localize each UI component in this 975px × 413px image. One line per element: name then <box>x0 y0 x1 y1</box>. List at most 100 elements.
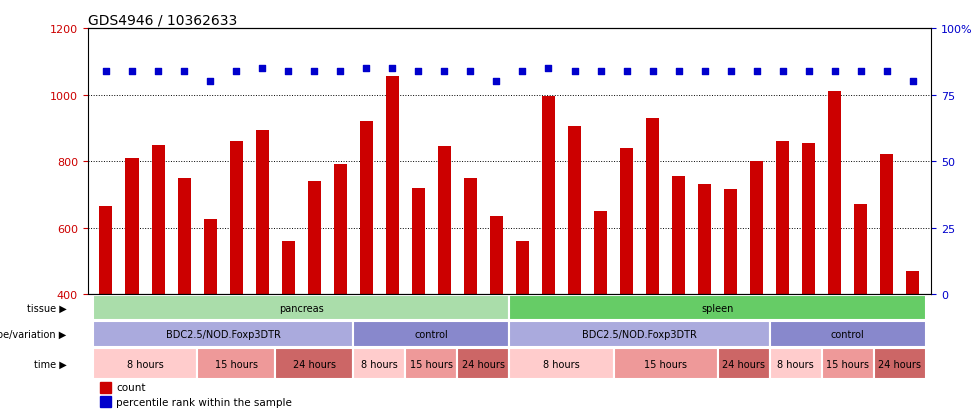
Bar <box>646 119 659 294</box>
Bar <box>100 382 111 393</box>
Bar <box>489 216 503 294</box>
Bar <box>769 349 822 379</box>
Point <box>281 68 296 75</box>
Bar <box>353 322 509 347</box>
Bar <box>100 396 111 407</box>
Bar <box>594 211 607 294</box>
Point <box>827 68 842 75</box>
Text: tissue ▶: tissue ▶ <box>27 303 66 313</box>
Bar <box>509 322 769 347</box>
Bar <box>93 295 509 320</box>
Bar <box>509 295 926 320</box>
Point <box>853 68 869 75</box>
Point <box>593 68 608 75</box>
Bar <box>620 149 633 294</box>
Bar <box>457 349 510 379</box>
Bar <box>802 143 815 294</box>
Text: 15 hours: 15 hours <box>644 359 687 369</box>
Point <box>332 68 348 75</box>
Point <box>775 68 791 75</box>
Text: spleen: spleen <box>701 303 734 313</box>
Text: 24 hours: 24 hours <box>878 359 921 369</box>
Point <box>462 68 478 75</box>
Bar <box>509 349 613 379</box>
Point <box>671 68 686 75</box>
Text: 15 hours: 15 hours <box>214 359 257 369</box>
Point <box>359 66 374 72</box>
Bar <box>411 188 425 294</box>
Bar <box>438 147 450 294</box>
Bar <box>718 349 769 379</box>
Bar <box>568 127 581 294</box>
Bar <box>750 162 763 294</box>
Text: 8 hours: 8 hours <box>361 359 398 369</box>
Point <box>202 79 217 85</box>
Bar <box>880 155 893 294</box>
Bar <box>230 142 243 294</box>
Point <box>619 68 635 75</box>
Point <box>644 68 660 75</box>
Text: time ▶: time ▶ <box>34 359 66 369</box>
Bar <box>360 122 372 294</box>
Text: BDC2.5/NOD.Foxp3DTR: BDC2.5/NOD.Foxp3DTR <box>582 330 697 339</box>
Text: 24 hours: 24 hours <box>722 359 765 369</box>
Bar <box>93 349 197 379</box>
Text: 8 hours: 8 hours <box>543 359 580 369</box>
Point <box>410 68 426 75</box>
Point <box>879 68 895 75</box>
Bar <box>542 97 555 294</box>
Bar <box>829 92 841 294</box>
Point <box>905 79 920 85</box>
Text: percentile rank within the sample: percentile rank within the sample <box>116 397 292 407</box>
Bar <box>874 349 926 379</box>
Point <box>566 68 582 75</box>
Point <box>98 68 114 75</box>
Text: 24 hours: 24 hours <box>292 359 335 369</box>
Point <box>176 68 192 75</box>
Text: 24 hours: 24 hours <box>462 359 505 369</box>
Bar <box>613 349 718 379</box>
Point <box>254 66 270 72</box>
Text: GDS4946 / 10362633: GDS4946 / 10362633 <box>88 14 237 28</box>
Bar <box>353 349 406 379</box>
Text: control: control <box>831 330 865 339</box>
Bar <box>822 349 874 379</box>
Text: 8 hours: 8 hours <box>777 359 814 369</box>
Bar <box>854 205 868 294</box>
Bar <box>769 322 926 347</box>
Bar <box>464 178 477 294</box>
Bar <box>406 349 457 379</box>
Bar <box>724 190 737 294</box>
Bar <box>93 322 353 347</box>
Bar <box>99 206 112 294</box>
Bar <box>672 177 685 294</box>
Bar <box>275 349 353 379</box>
Point <box>697 68 713 75</box>
Bar <box>126 159 138 294</box>
Bar <box>151 145 165 294</box>
Text: 15 hours: 15 hours <box>827 359 870 369</box>
Text: 8 hours: 8 hours <box>127 359 164 369</box>
Point <box>228 68 244 75</box>
Bar <box>177 178 190 294</box>
Point <box>384 66 400 72</box>
Point <box>515 68 530 75</box>
Text: BDC2.5/NOD.Foxp3DTR: BDC2.5/NOD.Foxp3DTR <box>166 330 281 339</box>
Text: 15 hours: 15 hours <box>410 359 452 369</box>
Point <box>150 68 166 75</box>
Point <box>488 79 504 85</box>
Bar <box>776 142 789 294</box>
Bar <box>255 130 269 294</box>
Point <box>801 68 817 75</box>
Point <box>437 68 452 75</box>
Text: pancreas: pancreas <box>279 303 324 313</box>
Point <box>749 68 764 75</box>
Bar <box>907 271 919 294</box>
Bar <box>197 349 275 379</box>
Bar <box>308 182 321 294</box>
Bar <box>386 77 399 294</box>
Point <box>722 68 738 75</box>
Text: genotype/variation ▶: genotype/variation ▶ <box>0 330 66 339</box>
Bar <box>516 242 529 294</box>
Point <box>541 66 557 72</box>
